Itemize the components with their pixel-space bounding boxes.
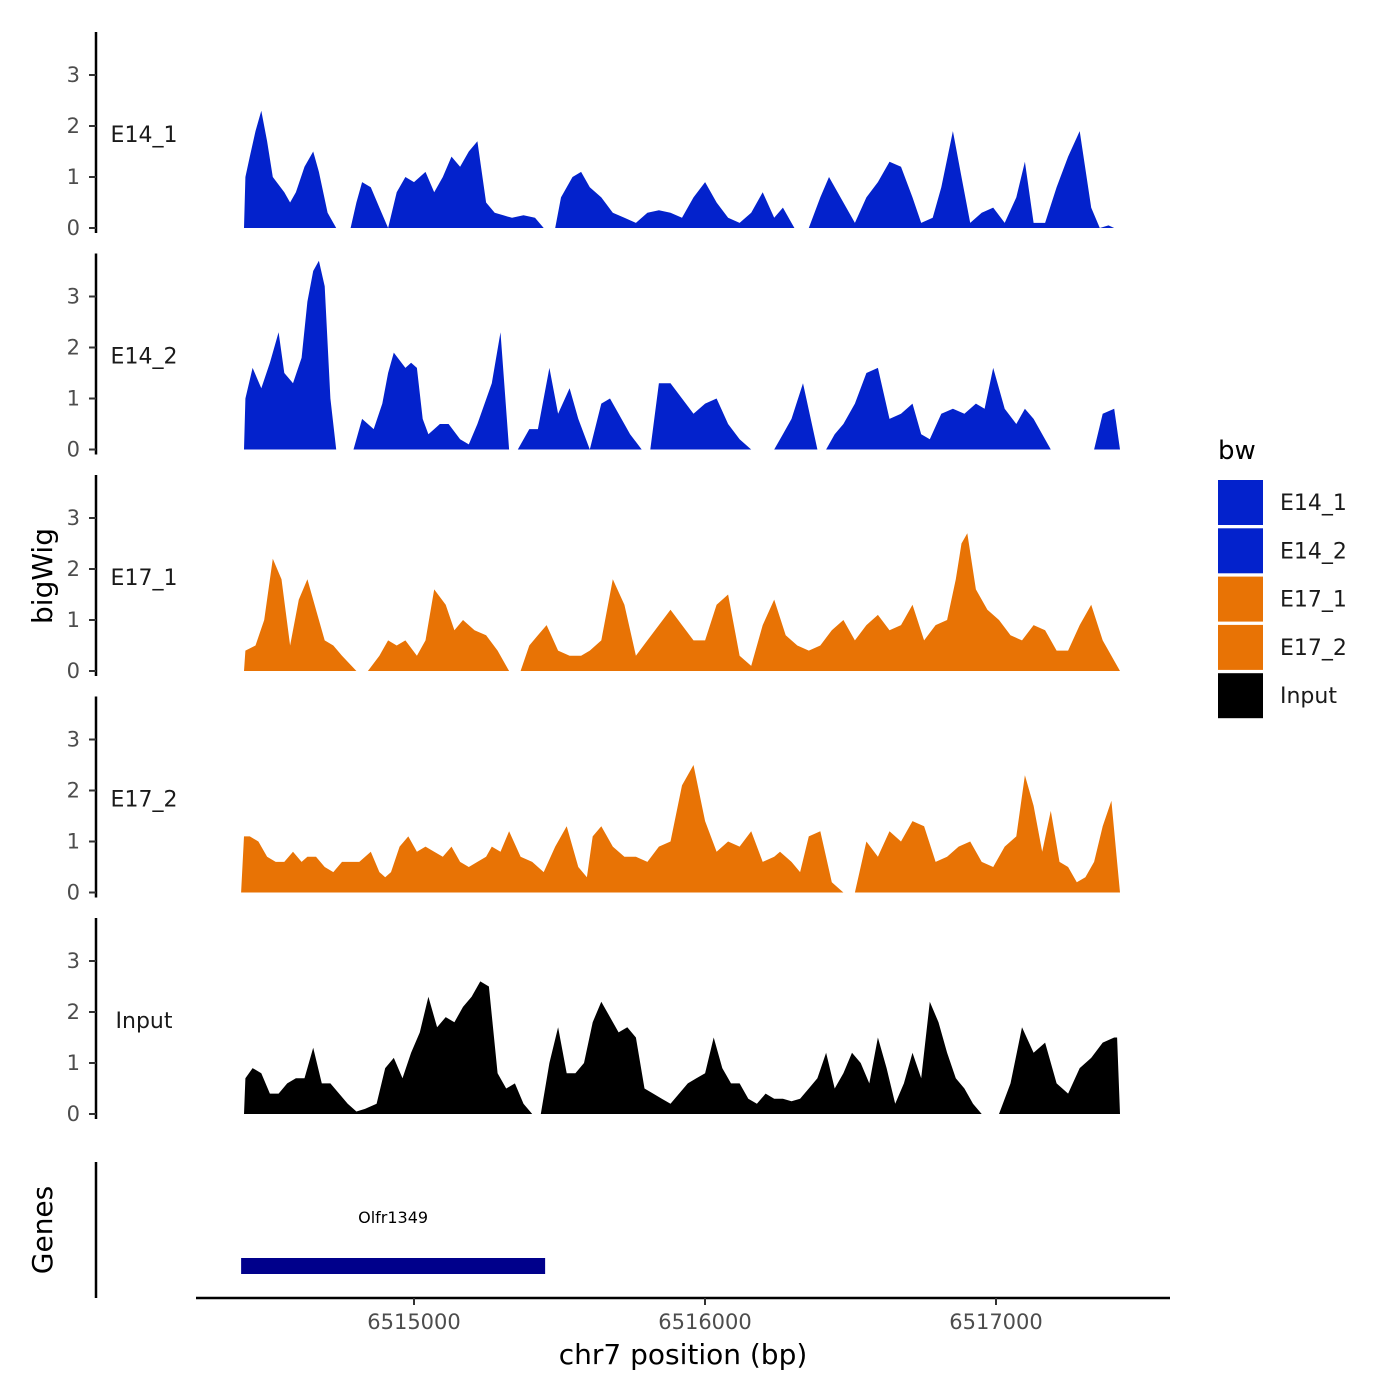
x-tick-label: 6515000 (367, 1310, 461, 1334)
track-label-Input: Input (116, 1009, 173, 1034)
y-tick-label: 1 (67, 830, 80, 854)
y-tick-label: 2 (67, 114, 80, 138)
genes-axis-title: Genes (26, 1186, 59, 1274)
track-E17_2: 0 1 2 3 E17_2 (67, 696, 1121, 905)
gene-label-Olfr1349: Olfr1349 (358, 1208, 428, 1227)
coverage-area-E17_2 (241, 765, 1121, 893)
track-Input: 0 1 2 3 Input (67, 918, 1120, 1126)
legend-swatch-E17_1 (1218, 576, 1263, 622)
legend-swatch-E14_1 (1218, 480, 1263, 525)
bigwig-tracks: 0 1 2 3 E14_1 0 1 2 3 E14_2 0 1 2 3 E17_1 0 1 2 3 E17_2 0 1 2 3… (67, 32, 1121, 1126)
legend-title: bw (1218, 436, 1256, 466)
y-tick-label: 0 (67, 1102, 80, 1126)
y-tick-label: 1 (67, 387, 80, 411)
legend-label-E17_1: E17_1 (1280, 588, 1347, 613)
track-label-E17_2: E17_2 (111, 788, 178, 813)
y-tick-label: 2 (67, 557, 80, 581)
y-tick-label: 0 (67, 659, 80, 683)
track-label-E17_1: E17_1 (111, 566, 178, 591)
coverage-area-Input (244, 981, 1120, 1114)
legend-swatch-E17_2 (1218, 624, 1263, 670)
track-E17_1: 0 1 2 3 E17_1 (67, 475, 1120, 683)
track-E14_1: 0 1 2 3 E14_1 (67, 32, 1120, 240)
x-tick-label: 6516000 (658, 1310, 752, 1334)
y-tick-label: 0 (67, 438, 80, 462)
coverage-area-E14_2 (244, 260, 1120, 450)
y-tick-label: 2 (67, 336, 80, 360)
y-tick-label: 2 (67, 779, 80, 803)
x-axis-title: chr7 position (bp) (559, 1338, 808, 1371)
y-axis-title: bigWig (26, 528, 59, 624)
coverage-area-E17_1 (244, 533, 1120, 671)
genes-panel: Genes Olfr1349 (26, 1162, 546, 1298)
y-tick-label: 1 (67, 608, 80, 632)
legend-swatch-E14_2 (1218, 528, 1263, 574)
y-tick-label: 3 (67, 63, 80, 87)
y-tick-label: 3 (67, 728, 80, 752)
y-tick-label: 3 (67, 949, 80, 973)
x-axis: 6515000 6516000 6517000 (196, 1296, 1170, 1334)
legend-label-E14_1: E14_1 (1280, 491, 1347, 516)
legend-label-Input: Input (1280, 684, 1337, 709)
legend-swatch-Input (1218, 673, 1263, 719)
y-tick-label: 0 (67, 216, 80, 240)
y-tick-label: 1 (67, 165, 80, 189)
track-label-E14_2: E14_2 (111, 345, 178, 370)
y-tick-label: 3 (67, 285, 80, 309)
track-label-E14_1: E14_1 (111, 123, 178, 148)
legend: bw E14_1 E14_2 E17_1 E17_2 Input (1218, 436, 1347, 719)
y-tick-label: 1 (67, 1051, 80, 1075)
track-E14_2: 0 1 2 3 E14_2 (67, 253, 1120, 462)
legend-label-E14_2: E14_2 (1280, 539, 1347, 564)
y-tick-label: 3 (67, 506, 80, 530)
x-tick-label: 6517000 (949, 1310, 1043, 1334)
coverage-area-E14_1 (244, 110, 1120, 228)
y-tick-label: 0 (67, 881, 80, 905)
gene-bar-Olfr1349 (241, 1258, 546, 1274)
y-tick-label: 2 (67, 1000, 80, 1024)
legend-label-E17_2: E17_2 (1280, 636, 1347, 661)
